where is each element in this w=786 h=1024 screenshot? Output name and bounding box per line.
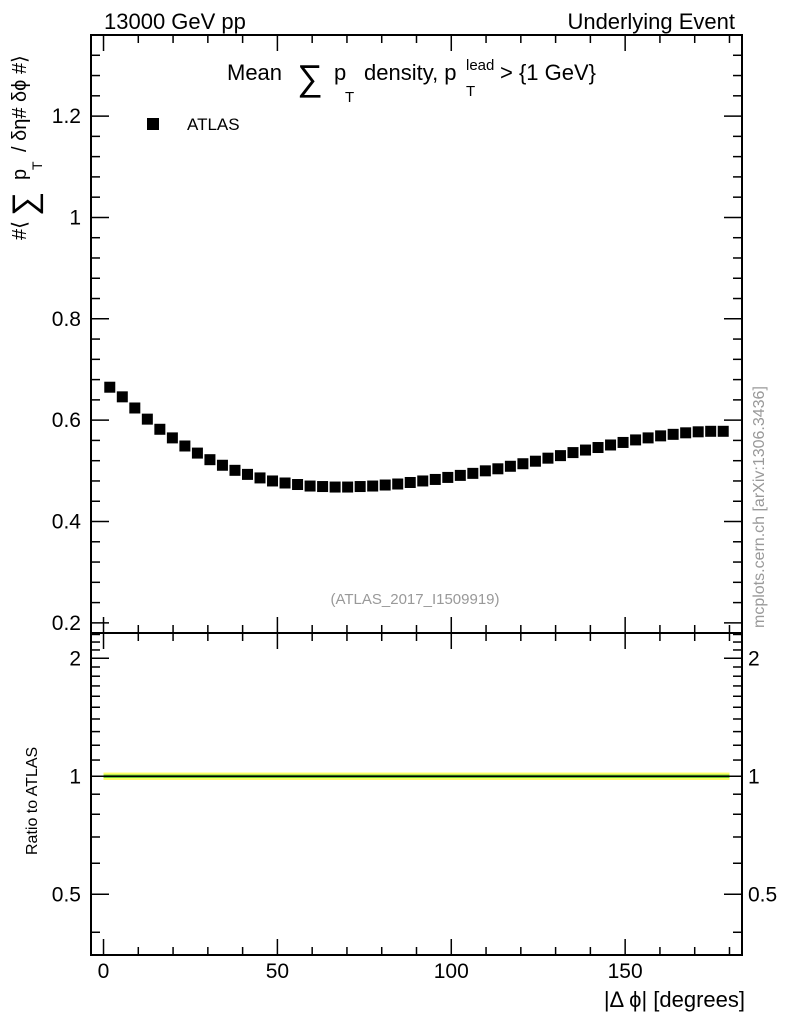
y-tick-label: 1.2 bbox=[52, 105, 81, 128]
data-point bbox=[617, 436, 629, 448]
ylabel-open: #⟨ bbox=[9, 221, 31, 240]
data-point bbox=[492, 463, 504, 475]
x-tick-label: 100 bbox=[434, 960, 469, 983]
data-point bbox=[254, 472, 266, 484]
atlas-data-series bbox=[104, 381, 729, 493]
ratio-y-axis-label: Ratio to ATLAS bbox=[24, 747, 41, 855]
ratio-y-tick-label: 0.5 bbox=[52, 883, 81, 906]
ratio-band bbox=[103, 772, 730, 780]
data-point bbox=[692, 426, 704, 438]
header-left: 13000 GeV pp bbox=[104, 9, 246, 34]
data-point bbox=[680, 427, 692, 439]
data-point bbox=[116, 391, 128, 403]
y-tick-label: 1 bbox=[69, 206, 81, 229]
data-point bbox=[667, 428, 679, 440]
data-point bbox=[580, 444, 592, 456]
title-sub-t2: T bbox=[466, 83, 475, 100]
chart-title: Mean ∑ p T density, p lead T > {1 GeV} bbox=[227, 57, 596, 106]
title-sum: ∑ bbox=[297, 57, 323, 98]
x-tick-label: 150 bbox=[608, 960, 643, 983]
title-density: density, p bbox=[364, 60, 457, 85]
data-point bbox=[567, 447, 579, 459]
data-point bbox=[179, 440, 191, 452]
data-point bbox=[442, 471, 454, 483]
ylabel-p: p bbox=[9, 169, 31, 180]
data-point bbox=[417, 475, 429, 487]
ratio-axis-ticks: 0.5 0.5 1 1 2 2 0 50 100 150 bbox=[52, 633, 777, 983]
y-tick-label: 0.4 bbox=[52, 511, 82, 534]
y-tick-label: 0.8 bbox=[52, 308, 81, 331]
ratio-y-tick-label-right: 2 bbox=[748, 647, 760, 670]
data-point bbox=[392, 478, 404, 490]
analysis-id: (ATLAS_2017_I1509919) bbox=[330, 591, 499, 608]
y-tick-label: 0.2 bbox=[52, 612, 81, 635]
data-point bbox=[454, 469, 466, 481]
data-point bbox=[329, 481, 341, 493]
data-point bbox=[705, 425, 717, 437]
data-point bbox=[404, 476, 416, 488]
data-point bbox=[241, 468, 253, 480]
legend: ATLAS bbox=[147, 115, 240, 134]
ylabel-rest: / δη# δϕ #⟩ bbox=[9, 55, 31, 152]
data-point bbox=[216, 459, 228, 471]
title-p: p bbox=[334, 60, 346, 85]
data-point bbox=[342, 481, 354, 493]
data-point bbox=[354, 481, 366, 493]
y-axis-label: #⟨ ∑ p T / δη# δϕ #⟩ bbox=[6, 55, 45, 240]
header-right: Underlying Event bbox=[567, 9, 735, 34]
legend-label: ATLAS bbox=[187, 115, 240, 134]
title-sup-lead: lead bbox=[466, 57, 494, 74]
data-point bbox=[367, 480, 379, 492]
data-point bbox=[554, 450, 566, 462]
data-point bbox=[655, 430, 667, 442]
x-tick-label: 50 bbox=[266, 960, 289, 983]
title-cut: > {1 GeV} bbox=[500, 60, 596, 85]
ratio-y-tick-label-right: 1 bbox=[748, 765, 760, 788]
data-point bbox=[229, 464, 241, 476]
data-point bbox=[267, 475, 279, 487]
side-label: mcplots.cern.ch [arXiv:1306.3436] bbox=[751, 386, 768, 628]
data-point bbox=[542, 452, 554, 464]
data-point bbox=[504, 460, 516, 472]
legend-marker bbox=[147, 118, 159, 130]
data-point bbox=[592, 442, 604, 454]
data-point bbox=[317, 481, 329, 493]
data-point bbox=[154, 423, 166, 435]
title-mean: Mean bbox=[227, 60, 282, 85]
title-sub-t: T bbox=[345, 89, 354, 106]
ratio-y-tick-label: 1 bbox=[69, 765, 81, 788]
data-point bbox=[479, 465, 491, 477]
data-point bbox=[204, 454, 216, 466]
ylabel-sub-t: T bbox=[29, 161, 45, 170]
data-point bbox=[642, 432, 654, 444]
data-point bbox=[279, 477, 291, 489]
data-point bbox=[605, 439, 617, 451]
data-point bbox=[630, 434, 642, 446]
ratio-panel-frame bbox=[90, 632, 743, 956]
data-point bbox=[141, 413, 153, 425]
ratio-y-tick-label-right: 0.5 bbox=[748, 883, 777, 906]
data-point bbox=[191, 447, 203, 459]
data-point bbox=[467, 467, 479, 479]
data-point bbox=[429, 473, 441, 485]
data-point bbox=[379, 479, 391, 491]
x-tick-label: 0 bbox=[98, 960, 110, 983]
x-axis-label: |Δ ϕ| [degrees] bbox=[604, 987, 745, 1012]
data-point bbox=[166, 432, 178, 444]
ratio-y-tick-label: 2 bbox=[69, 647, 81, 670]
data-point bbox=[104, 381, 116, 393]
data-point bbox=[717, 425, 729, 437]
data-point bbox=[129, 402, 141, 414]
data-point bbox=[529, 455, 541, 467]
main-axis-ticks: 0.2 0.4 0.6 0.8 1 1.2 bbox=[52, 35, 742, 635]
ylabel-sum: ∑ bbox=[6, 192, 44, 216]
y-tick-label: 0.6 bbox=[52, 409, 81, 432]
data-point bbox=[517, 458, 529, 470]
data-point bbox=[304, 480, 316, 492]
data-point bbox=[292, 479, 304, 491]
